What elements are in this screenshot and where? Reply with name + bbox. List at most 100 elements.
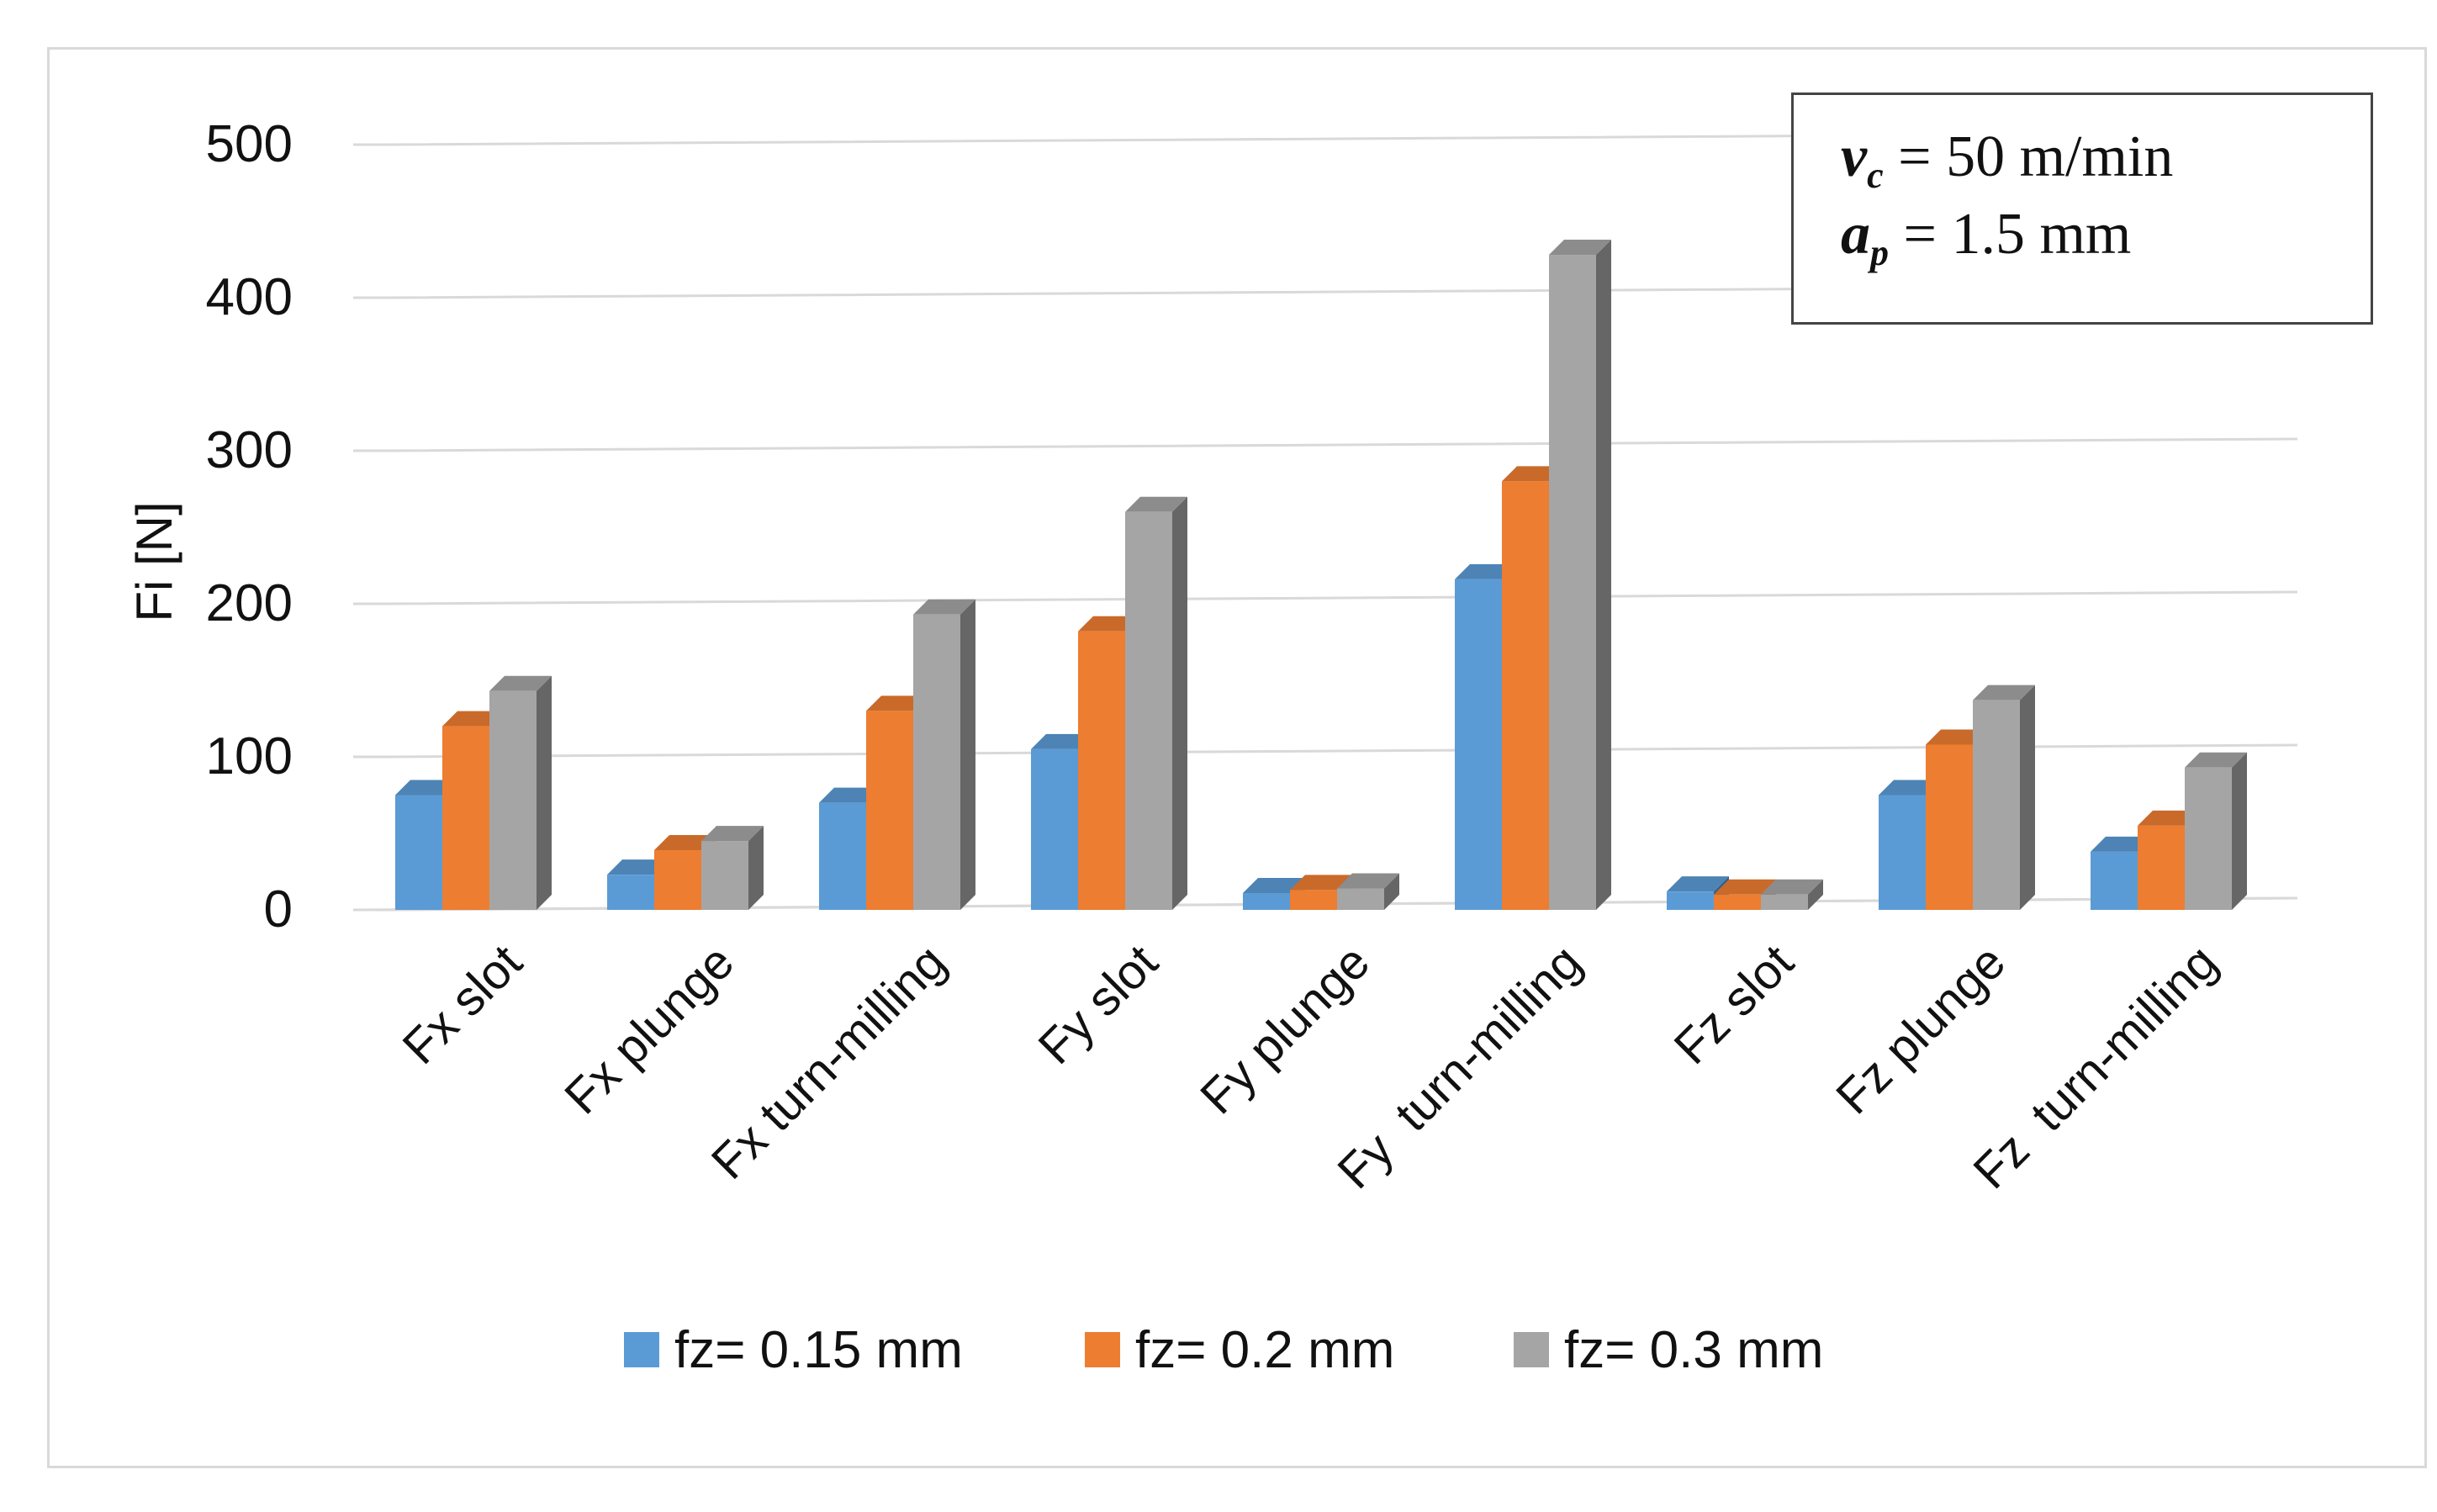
bar-fx-slot-fz-0-3-mm <box>489 675 552 910</box>
bar-top <box>654 835 716 851</box>
bar-top <box>489 675 552 691</box>
y-tick-label: 300 <box>206 421 293 479</box>
gridline <box>353 590 2298 605</box>
bar-top <box>1078 616 1140 632</box>
bar-side <box>960 599 975 910</box>
legend-item-fz-0-15-mm: fz= 0.15 mm <box>624 1321 963 1379</box>
bar-top <box>1714 879 1776 895</box>
bar-top <box>1879 780 1941 796</box>
bar-top <box>1243 877 1305 893</box>
bar-side <box>1384 873 1399 910</box>
bar-front <box>1337 888 1384 910</box>
bar-front <box>607 875 654 910</box>
bar-top <box>1337 873 1399 889</box>
bar-top <box>1926 729 1988 745</box>
bar-top <box>913 599 975 615</box>
legend-swatch <box>1085 1332 1120 1367</box>
bar-front <box>1549 255 1596 910</box>
bar-front <box>1879 795 1926 910</box>
bar-front <box>2138 825 2185 910</box>
bar-top <box>1455 563 1517 579</box>
bar-top <box>2185 752 2247 768</box>
bar-side <box>1596 240 1611 910</box>
bar-top <box>1031 733 1093 749</box>
bar-top <box>442 711 505 727</box>
cut-depth-subscript: p <box>1870 232 1889 273</box>
bar-fz-slot-fz-0-3-mm <box>1761 879 1823 910</box>
cutting-speed-value: = 50 m/min <box>1898 124 2174 189</box>
x-tick-label-fx-slot: Fx slot <box>392 934 532 1075</box>
bar-front <box>1926 744 1973 910</box>
gridline <box>353 131 2298 146</box>
cutting-speed-symbol: v <box>1841 124 1868 189</box>
bar-top <box>701 826 764 842</box>
bar-top <box>607 859 669 875</box>
bars <box>395 240 2247 910</box>
bar-top <box>866 695 928 711</box>
bar-top <box>819 787 881 803</box>
bar-side <box>537 675 552 910</box>
bar-front <box>913 614 960 910</box>
legend-label: fz= 0.15 mm <box>674 1321 963 1379</box>
legend: fz= 0.15 mm fz= 0.2 mm fz= 0.3 mm <box>624 1321 1823 1379</box>
bar-front <box>654 850 701 910</box>
bar-top <box>1125 496 1187 512</box>
bar-top <box>2138 810 2200 826</box>
legend-item-fz-0-3-mm: fz= 0.3 mm <box>1514 1321 1823 1379</box>
bar-fx-plunge-fz-0-3-mm <box>701 826 764 910</box>
bar-front <box>1031 748 1078 910</box>
y-tick-label: 200 <box>206 574 293 632</box>
bar-front <box>1125 511 1172 910</box>
legend-label: fz= 0.3 mm <box>1564 1321 1823 1379</box>
bar-side <box>1808 879 1823 910</box>
gridline <box>353 743 2298 759</box>
bar-fy-turn-milling-fz-0-3-mm <box>1549 240 1611 910</box>
bar-side <box>1172 496 1187 910</box>
bar-side <box>2020 685 2035 910</box>
bar-front <box>2091 851 2138 910</box>
bar-front <box>1502 481 1549 910</box>
legend-label: fz= 0.2 mm <box>1135 1321 1394 1379</box>
bar-top <box>395 780 457 796</box>
bar-front <box>1667 891 1714 910</box>
bar-top <box>2091 836 2153 852</box>
legend-swatch <box>624 1332 659 1367</box>
y-tick-label: 100 <box>206 727 293 785</box>
parameter-annotation: vc = 50 m/min ap = 1.5 mm <box>1791 93 2373 325</box>
bar-side <box>748 826 764 910</box>
bar-front <box>1761 894 1808 910</box>
y-axis-ticks: 0 100 200 300 400 500 <box>206 115 293 938</box>
bar-top <box>1290 875 1352 891</box>
bar-front <box>1243 892 1290 910</box>
bar-front <box>701 841 748 910</box>
cut-depth-value: = 1.5 mm <box>1903 202 2132 267</box>
bar-top <box>1973 685 2035 700</box>
x-tick-label-fz-slot: Fz slot <box>1663 934 1804 1075</box>
y-tick-label: 400 <box>206 268 293 326</box>
bar-front <box>1714 894 1761 910</box>
cut-depth-annotation: ap = 1.5 mm <box>1841 196 2371 273</box>
y-tick-label: 500 <box>206 115 293 173</box>
bar-fx-turn-milling-fz-0-3-mm <box>913 599 975 910</box>
bar-fz-plunge-fz-0-3-mm <box>1973 685 2035 910</box>
y-axis-title: Fi [N] <box>126 501 182 621</box>
bar-front <box>442 726 489 910</box>
bar-front <box>395 795 442 910</box>
gridline <box>353 437 2298 452</box>
cut-depth-symbol: a <box>1841 202 1870 267</box>
bar-front <box>2185 767 2232 910</box>
x-tick-label-fx-plunge: Fx plunge <box>554 934 744 1124</box>
bar-front <box>1078 631 1125 910</box>
gridline <box>353 284 2298 299</box>
bar-top <box>1549 240 1611 256</box>
bar-fz-turn-milling-fz-0-3-mm <box>2185 752 2247 910</box>
cutting-speed-annotation: vc = 50 m/min <box>1841 119 2371 196</box>
bar-top <box>1502 466 1564 482</box>
bar-side <box>2232 752 2247 910</box>
bar-top <box>1667 876 1729 892</box>
x-tick-label-fy-slot: Fy slot <box>1028 934 1168 1075</box>
x-tick-label-fz-plunge: Fz plunge <box>1826 934 2016 1124</box>
bar-front <box>866 711 913 910</box>
